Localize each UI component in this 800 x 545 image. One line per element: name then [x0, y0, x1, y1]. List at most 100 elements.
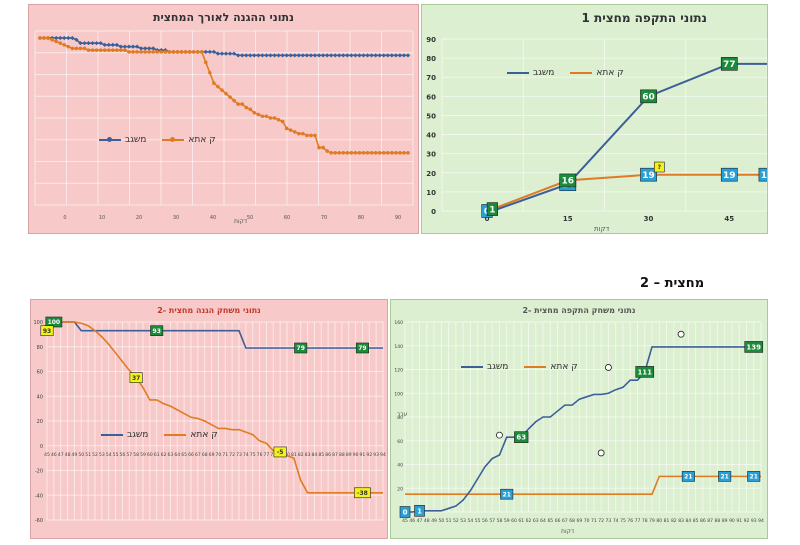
x-tick-label: 92 [366, 452, 372, 458]
data-point [74, 37, 79, 42]
data-point [312, 53, 318, 58]
data-point [236, 102, 240, 106]
chart-svg: 0 10 20 30 40 50 60 70 80 90 [34, 30, 414, 221]
data-label-box [294, 342, 308, 354]
data-point [398, 151, 402, 155]
data-point [175, 50, 180, 54]
data-point [401, 53, 407, 58]
y-tick-label: 80 [37, 345, 43, 351]
data-label: 37 [132, 375, 140, 382]
x-tick-label: 85 [693, 518, 699, 524]
data-point [252, 110, 257, 115]
data-point [223, 51, 229, 56]
x-tick-label: 90 [353, 452, 359, 458]
data-label-box [559, 173, 577, 188]
x-tick-label: 89 [722, 518, 728, 524]
data-point [98, 41, 103, 46]
legend-label: משגב [127, 430, 149, 440]
data-point [62, 43, 67, 47]
data-point [394, 151, 398, 155]
data-point [268, 116, 273, 120]
x-tick-label: 51 [446, 518, 452, 524]
x-tick-label: 52 [92, 452, 98, 458]
data-point [256, 53, 261, 58]
data-point [134, 44, 140, 49]
legend: ק אתא משגב [461, 362, 578, 372]
data-point [110, 42, 115, 48]
y-tick-label: 50 [426, 112, 436, 120]
data-label-box [758, 167, 767, 182]
x-tick-label: 80 [284, 452, 290, 458]
x-tick-label: 94 [380, 452, 386, 458]
data-point [292, 53, 297, 58]
data-point [264, 114, 269, 119]
legend-label: ק אתא [188, 135, 216, 145]
data-label: 19 [761, 171, 767, 181]
x-tick-label: 60 [284, 215, 290, 221]
data-point [280, 53, 285, 58]
x-tick-label: 88 [339, 452, 345, 458]
data-point [204, 60, 208, 65]
x-tick-label: 30 [644, 215, 654, 223]
legend: ק אתא משגב [101, 430, 218, 440]
data-point [256, 112, 261, 117]
data-point [365, 53, 370, 58]
data-point [276, 117, 281, 122]
x-tick-label: 66 [188, 452, 194, 458]
data-label-box [486, 202, 498, 216]
x-tick-label: 30 [173, 215, 179, 221]
data-point [272, 53, 277, 58]
legend-item-orange: ק אתא [162, 135, 216, 145]
data-point [102, 48, 107, 52]
y-tick-label: 140 [394, 344, 403, 350]
data-label: 79 [358, 345, 366, 352]
data-point [131, 50, 135, 54]
data-label-box [514, 431, 529, 443]
x-tick-label: 93 [751, 518, 757, 524]
data-label-box [150, 325, 164, 336]
data-point [179, 50, 184, 54]
x-tick-label: 10 [99, 215, 105, 221]
data-label: 77 [723, 60, 736, 70]
series-line-0 [46, 321, 383, 349]
data-point [280, 119, 285, 124]
data-point [284, 53, 289, 58]
x-tick-label: 60 [147, 452, 153, 458]
data-label-box [354, 487, 371, 499]
data-point [268, 53, 273, 58]
data-point [167, 50, 172, 54]
y-tick-label: 120 [394, 368, 403, 374]
data-point [46, 36, 50, 40]
data-point [110, 48, 115, 52]
x-tick-label: 46 [51, 452, 57, 458]
x-tick-label: 63 [533, 518, 539, 524]
data-point [227, 51, 233, 56]
data-label-box [399, 506, 411, 518]
data-point [58, 35, 63, 41]
data-label-box [640, 89, 657, 104]
chart-title: נתוני ההגנה לאורך המחצית [153, 11, 294, 24]
legend-label: ק אתא [596, 68, 624, 78]
x-tick-label: 66 [555, 518, 561, 524]
x-tick-label: 57 [489, 518, 495, 524]
x-tick-label: 62 [526, 518, 532, 524]
x-tick-label: 65 [181, 452, 187, 458]
x-tick-label: 91 [360, 452, 366, 458]
data-point [143, 50, 147, 54]
data-label: 1 [489, 205, 495, 215]
y-tick-label: -20 [35, 469, 43, 475]
data-point [244, 53, 249, 58]
x-tick-label: 76 [627, 518, 633, 524]
data-point [317, 145, 321, 150]
data-point [264, 53, 269, 58]
x-tick-label: 68 [569, 518, 575, 524]
series-line-1 [46, 321, 383, 494]
y-tick-label: 80 [426, 55, 436, 63]
x-tick-label: 78 [642, 518, 648, 524]
data-point [365, 151, 370, 155]
series-line-0 [487, 62, 767, 212]
data-point [333, 53, 338, 58]
data-point [106, 48, 111, 52]
x-tick-label: 59 [504, 518, 510, 524]
